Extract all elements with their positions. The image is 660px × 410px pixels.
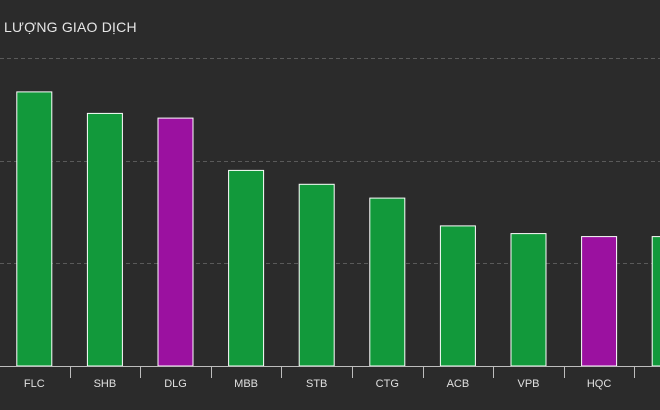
- x-tick-label-shb: SHB: [94, 378, 117, 390]
- x-axis: [0, 366, 660, 378]
- x-tick-label-dlg: DLG: [164, 378, 187, 390]
- x-tick-label-hqc: HQC: [587, 378, 612, 390]
- bar-shb: [86, 112, 123, 367]
- x-tick-label-vpb: VPB: [517, 378, 539, 390]
- x-tick-labels: FLCSHBDLGMBBSTBCTGACBVPBHQCH: [24, 378, 612, 390]
- bars: [16, 91, 660, 367]
- x-tick-label-mbb: MBB: [234, 378, 258, 390]
- chart-title: LƯỢNG GIAO DỊCH: [4, 19, 137, 35]
- bar-dlg: [157, 117, 194, 367]
- bar-flc: [16, 91, 53, 367]
- x-tick-label-acb: ACB: [447, 378, 470, 390]
- bar-hqc: [581, 236, 618, 367]
- bar-stb: [298, 183, 335, 367]
- bar-vpb: [510, 233, 547, 367]
- bar-h: [651, 236, 660, 367]
- x-tick-label-flc: FLC: [24, 378, 45, 390]
- x-tick-label-stb: STB: [306, 378, 327, 390]
- bar-acb: [439, 225, 476, 367]
- bar-ctg: [369, 197, 406, 367]
- bar-mbb: [228, 169, 265, 367]
- x-tick-label-ctg: CTG: [376, 378, 399, 390]
